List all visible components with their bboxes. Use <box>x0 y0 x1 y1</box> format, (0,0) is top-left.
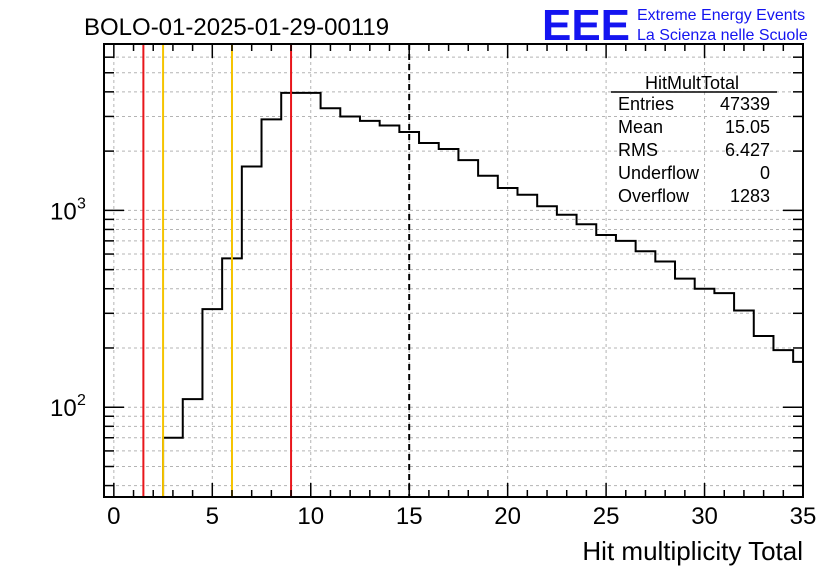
y-tick-label-base: 10 <box>50 395 77 422</box>
eee-logo-text: EEE <box>542 1 630 50</box>
grid-lines <box>104 43 804 497</box>
axis-ticks <box>104 43 804 497</box>
x-axis-label: Hit multiplicity Total <box>582 536 803 566</box>
y-tick-label-exponent: 2 <box>77 392 86 409</box>
eee-logo-line1: Extreme Energy Events <box>637 7 805 24</box>
stats-label: RMS <box>618 140 658 160</box>
y-tick-label: 10 2 <box>50 392 86 422</box>
x-tick-label: 10 <box>297 503 324 530</box>
y-tick-label-exponent: 3 <box>77 195 86 212</box>
x-tick-label: 15 <box>396 503 423 530</box>
stats-box: HitMultTotal Entries 47339 Mean 15.05 RMS 6.4… <box>611 73 777 206</box>
stats-rows: Entries 47339 Mean 15.05 RMS 6.427 Underflow 0 O… <box>618 94 770 206</box>
stats-value: 0 <box>760 163 770 183</box>
stats-title: HitMultTotal <box>645 73 739 93</box>
y-tick-label: 10 3 <box>50 195 86 225</box>
x-tick-label: 0 <box>107 503 120 530</box>
x-tick-label: 30 <box>691 503 718 530</box>
x-tick-label: 5 <box>206 503 219 530</box>
plot-frame <box>103 43 804 498</box>
x-tick-labels: 0 5 10 15 20 25 30 35 <box>107 503 816 530</box>
stats-label: Overflow <box>618 186 690 206</box>
stats-label: Entries <box>618 94 674 114</box>
stats-value: 15.05 <box>725 117 770 137</box>
x-tick-label: 25 <box>593 503 620 530</box>
plot-border <box>103 43 804 498</box>
chart-title: BOLO-01-2025-01-29-00119 <box>84 14 389 41</box>
marker-lines <box>142 44 411 497</box>
stats-value: 1283 <box>730 186 770 206</box>
x-tick-label: 35 <box>790 503 817 530</box>
stats-value: 6.427 <box>725 140 770 160</box>
x-tick-label: 20 <box>494 503 521 530</box>
histogram-series <box>162 91 803 497</box>
eee-logo-line2: La Scienza nelle Scuole <box>637 27 808 44</box>
histogram-outline <box>162 91 803 497</box>
stats-label: Underflow <box>618 163 700 183</box>
stats-value: 47339 <box>720 94 770 114</box>
eee-logo: EEE Extreme Energy Events La Scienza nel… <box>542 1 808 50</box>
stats-label: Mean <box>618 117 663 137</box>
y-tick-label-base: 10 <box>50 198 77 225</box>
